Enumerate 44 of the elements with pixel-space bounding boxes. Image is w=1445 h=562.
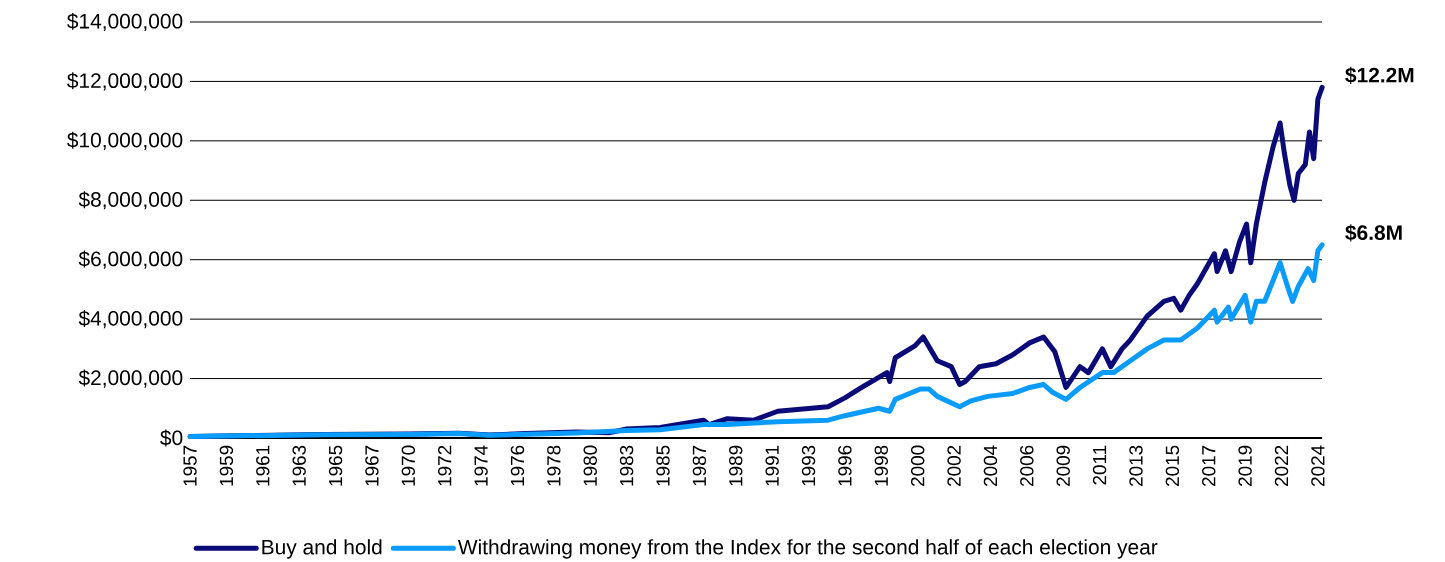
x-tick-label: 1980 [583, 445, 597, 486]
x-tick-label: 2022 [1274, 445, 1289, 486]
x-tick-label: 2024 [1311, 445, 1325, 486]
text: $12.2M [1345, 66, 1414, 84]
x-tick-label: 1989 [729, 445, 743, 486]
x-tick-label: 2011 [1092, 445, 1107, 485]
x-tick-label: 2004 [983, 445, 998, 486]
y-tick-label: $8,000,000 [78, 191, 183, 210]
x-tick-label: 1978 [547, 445, 561, 486]
x-tick-label: 1959 [219, 445, 234, 486]
x-tick-label: 1985 [656, 445, 670, 486]
x-tick-label: 1976 [510, 445, 525, 486]
y-tick-label: $6,000,000 [78, 250, 183, 269]
x-tick-label: 2013 [1129, 445, 1143, 486]
y-tick-label: $14,000,000 [67, 12, 183, 32]
y-tick-label: $0 [160, 429, 183, 447]
x-tick-label: 2019 [1238, 445, 1252, 486]
x-tick-label: 1963 [292, 445, 306, 486]
x-tick-label: 1970 [401, 445, 416, 486]
x-tick-label: 2017 [1202, 445, 1216, 486]
x-tick-label: 1987 [692, 445, 707, 486]
x-tick-label: 2009 [1056, 445, 1070, 486]
x-tick-label: 2006 [1020, 445, 1034, 486]
x-tick-label: 1972 [437, 445, 452, 486]
y-tick-label: $10,000,000 [67, 131, 183, 150]
x-tick-label: 1993 [801, 445, 816, 486]
x-tick-label: 1961 [256, 445, 270, 486]
y-tick-label: $12,000,000 [67, 72, 183, 91]
x-tick-label: 1957 [183, 445, 197, 486]
x-tick-label: 1983 [619, 445, 634, 486]
text: $6.8M [1345, 224, 1402, 242]
x-tick-label: 2015 [1165, 445, 1180, 486]
legend-label: Buy and hold [262, 539, 382, 559]
x-tick-label: 2000 [910, 445, 925, 486]
y-tick-label: $2,000,000 [78, 369, 183, 388]
x-tick-label: 1965 [328, 445, 343, 486]
legend-label: Withdrawing money from the Index for the second half of each election year [457, 539, 1158, 559]
x-tick-label: 2002 [947, 445, 961, 486]
x-tick-label: 1991 [765, 445, 779, 486]
x-tick-label: 1998 [874, 445, 888, 486]
x-tick-label: 1974 [474, 445, 488, 486]
y-tick-label: $4,000,000 [78, 310, 183, 329]
x-tick-label: 1996 [838, 445, 852, 486]
x-tick-label: 1967 [365, 445, 379, 486]
